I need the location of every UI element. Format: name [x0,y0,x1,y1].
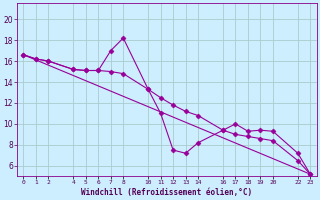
X-axis label: Windchill (Refroidissement éolien,°C): Windchill (Refroidissement éolien,°C) [81,188,252,197]
